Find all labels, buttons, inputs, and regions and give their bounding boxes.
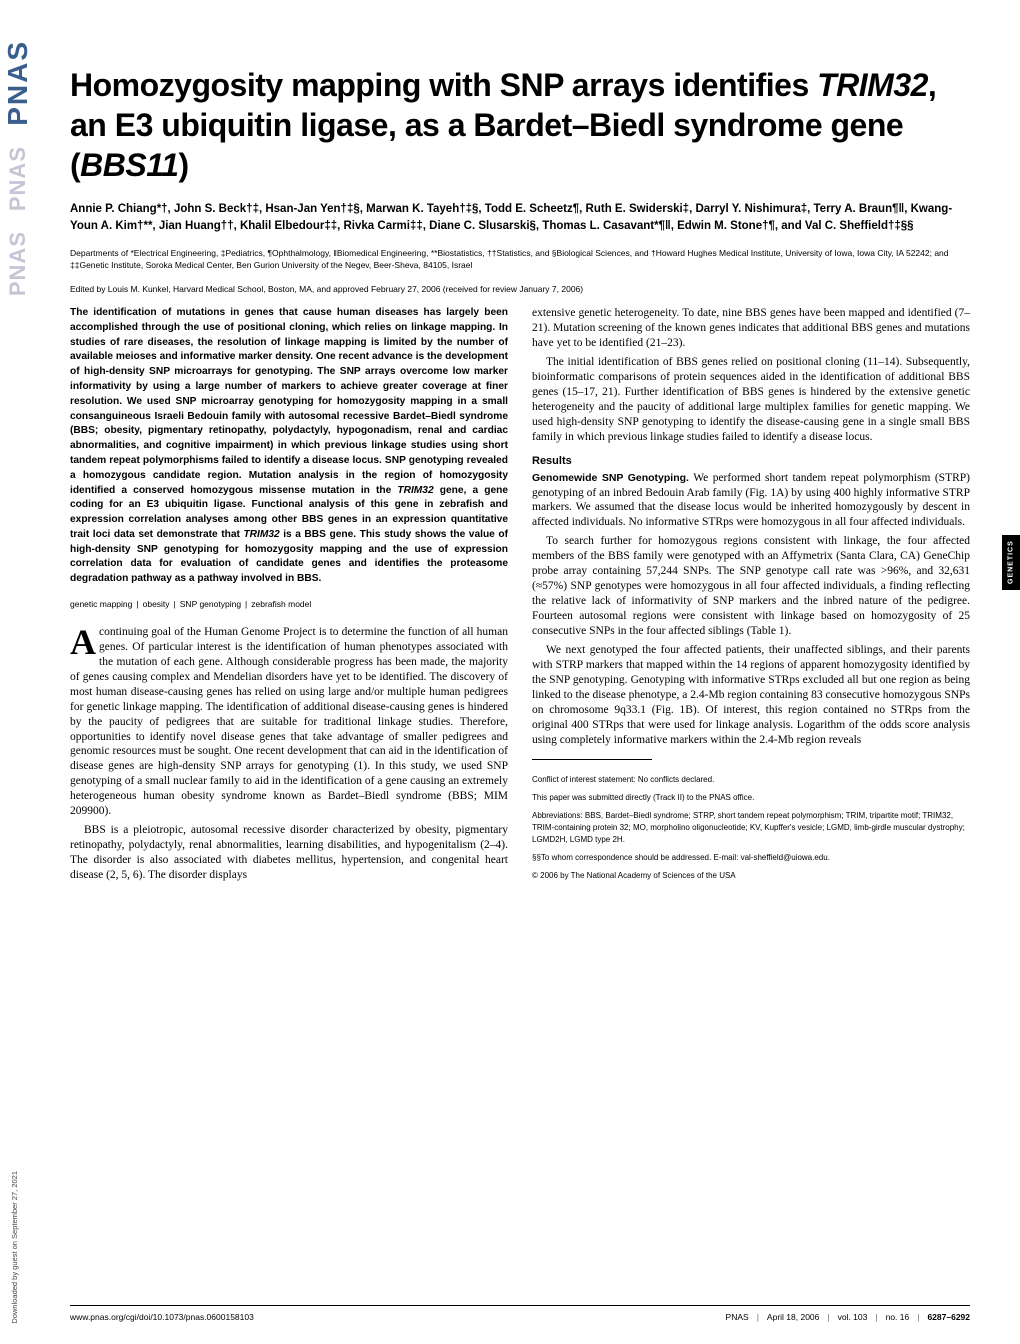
col2-p1: extensive genetic heterogeneity. To date…: [532, 306, 970, 351]
fn-copyright: © 2006 by The National Academy of Scienc…: [532, 870, 970, 882]
footnote-divider: [532, 759, 652, 760]
kw2: obesity: [143, 599, 170, 609]
article-title: Homozygosity mapping with SNP arrays ide…: [70, 65, 970, 185]
section-tab: GENETICS: [1002, 535, 1020, 590]
title-part1: Homozygosity mapping with SNP arrays ide…: [70, 67, 817, 103]
intro-paragraph-1: Acontinuing goal of the Human Genome Pro…: [70, 625, 508, 819]
fn-conflict: Conflict of interest statement: No confl…: [532, 774, 970, 786]
edited-by: Edited by Louis M. Kunkel, Harvard Medic…: [70, 284, 970, 294]
col2-p2-text: The initial identification of BBS genes …: [532, 355, 970, 445]
fn-track: This paper was submitted directly (Track…: [532, 792, 970, 804]
title-part3: ): [178, 147, 188, 183]
pnas-logo-faded: PNAS: [5, 146, 31, 211]
kw3: SNP genotyping: [180, 599, 241, 609]
footer-vol: vol. 103: [838, 1312, 868, 1322]
main-content: Homozygosity mapping with SNP arrays ide…: [70, 65, 970, 888]
footer-journal: PNAS: [726, 1312, 749, 1322]
results-p2: To search further for homozygous regions…: [532, 534, 970, 639]
fn-abbrev: Abbreviations: BBS, Bardet–Biedl syndrom…: [532, 810, 970, 846]
intro-text-1: continuing goal of the Human Genome Proj…: [70, 626, 508, 817]
footer-date: April 18, 2006: [767, 1312, 819, 1322]
page-footer: www.pnas.org/cgi/doi/10.1073/pnas.060015…: [70, 1305, 970, 1322]
footer-citation: PNAS|April 18, 2006|vol. 103|no. 16|6287…: [726, 1312, 970, 1322]
footer-no: no. 16: [886, 1312, 910, 1322]
left-column: The identification of mutations in genes…: [70, 306, 508, 888]
pnas-logo: PNAS: [2, 40, 34, 126]
results-p2-text: To search further for homozygous regions…: [532, 534, 970, 639]
download-note: Downloaded by guest on September 27, 202…: [10, 1171, 19, 1324]
title-gene2: BBS11: [80, 147, 178, 183]
abstract-gene2: TRIM32: [243, 529, 279, 540]
footer-pages: 6287–6292: [927, 1312, 970, 1322]
fn-corresponding: §§To whom correspondence should be addre…: [532, 852, 970, 864]
footnotes: Conflict of interest statement: No confl…: [532, 774, 970, 882]
results-sub1: Genomewide SNP Genotyping.: [532, 472, 689, 484]
abstract-gene1: TRIM32: [397, 485, 433, 496]
text-columns: The identification of mutations in genes…: [70, 306, 970, 888]
kw1: genetic mapping: [70, 599, 132, 609]
title-gene1: TRIM32: [817, 67, 928, 103]
keywords: genetic mapping|obesity|SNP genotyping|z…: [70, 599, 508, 609]
journal-sidebar: PNAS PNAS PNAS: [0, 0, 36, 1344]
pnas-logo-faded: PNAS: [5, 231, 31, 296]
abstract-p1: The identification of mutations in genes…: [70, 307, 508, 495]
results-heading: Results: [532, 455, 970, 467]
kw4: zebrafish model: [251, 599, 311, 609]
results-p1: Genomewide SNP Genotyping. We performed …: [532, 471, 970, 531]
affiliations: Departments of *Electrical Engineering, …: [70, 248, 970, 272]
abstract: The identification of mutations in genes…: [70, 306, 508, 587]
footer-doi: www.pnas.org/cgi/doi/10.1073/pnas.060015…: [70, 1312, 254, 1322]
right-column: extensive genetic heterogeneity. To date…: [532, 306, 970, 888]
col2-p2: The initial identification of BBS genes …: [532, 355, 970, 445]
intro-text-2: BBS is a pleiotropic, autosomal recessiv…: [70, 823, 508, 883]
authors: Annie P. Chiang*†, John S. Beck†‡, Hsan-…: [70, 201, 970, 234]
intro-paragraph-2: BBS is a pleiotropic, autosomal recessiv…: [70, 823, 508, 883]
results-p3: We next genotyped the four affected pati…: [532, 643, 970, 748]
dropcap: A: [70, 625, 99, 658]
results-p3-text: We next genotyped the four affected pati…: [532, 643, 970, 748]
